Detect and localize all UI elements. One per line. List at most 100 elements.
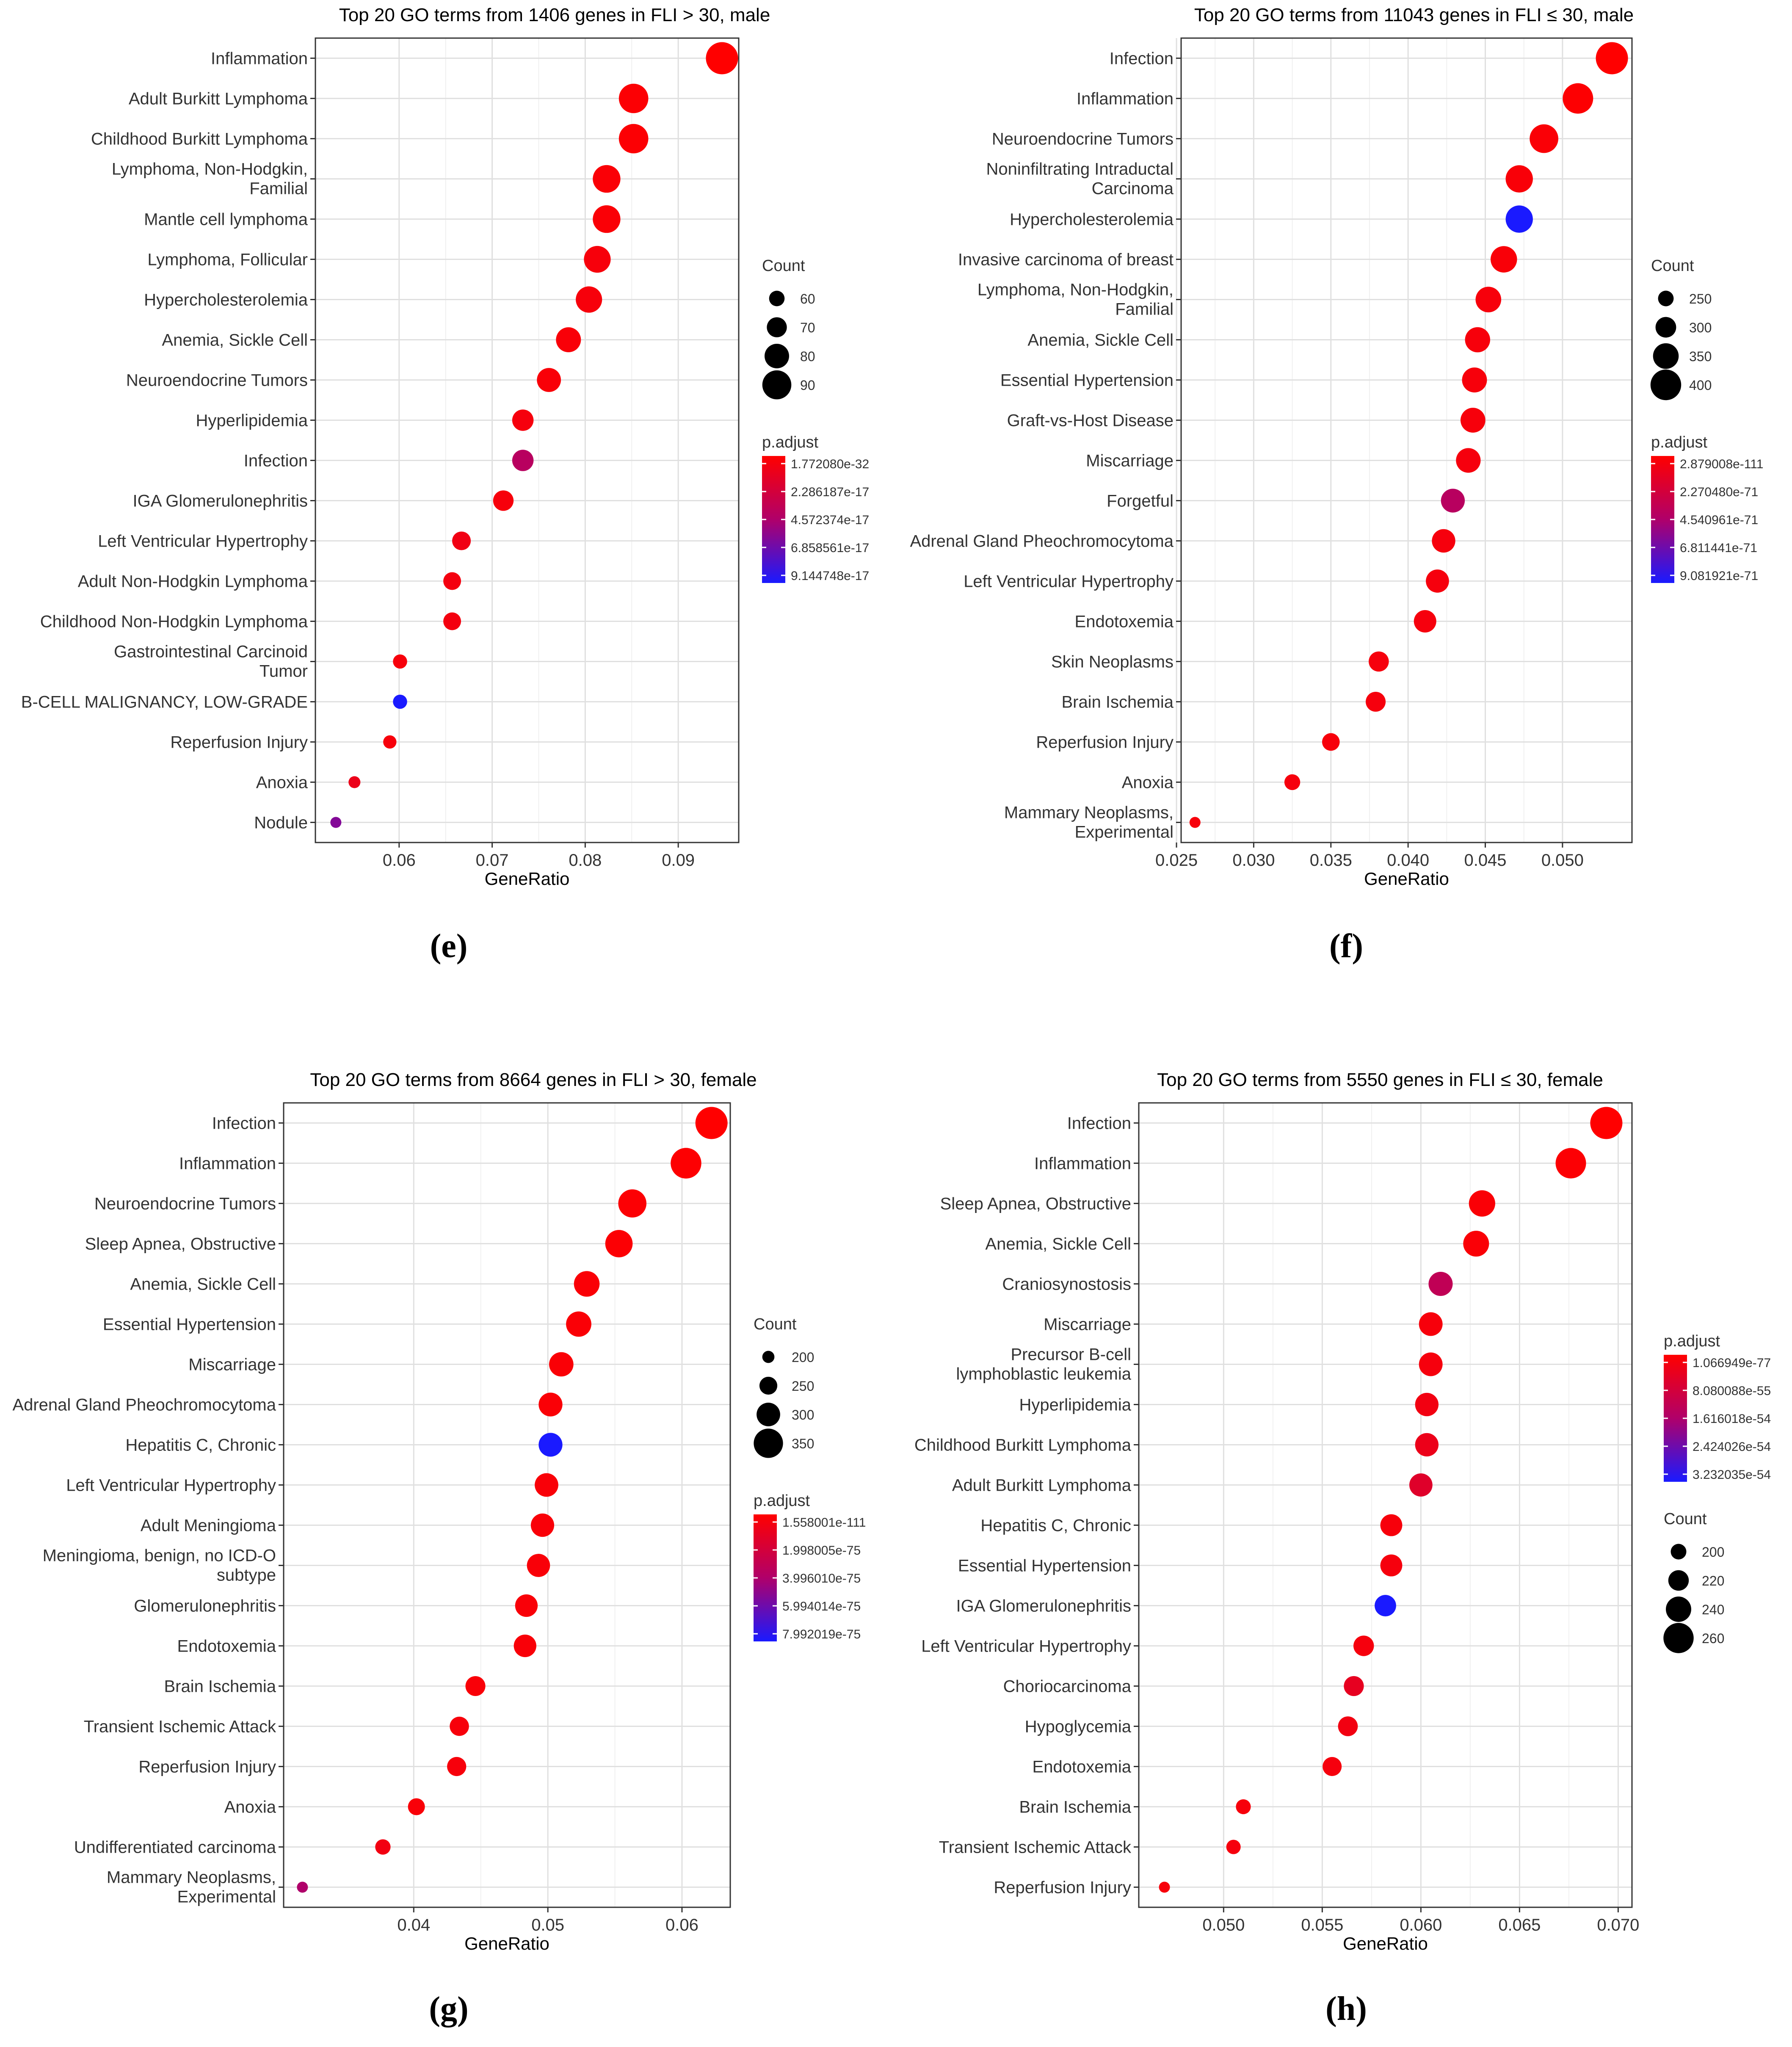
x-axis-label: GeneRatio: [485, 869, 570, 889]
term-label: Lymphoma, Non-Hodgkin, Familial: [977, 281, 1173, 319]
data-point: [1475, 287, 1502, 312]
data-point: [1491, 246, 1517, 273]
color-legend-title: p.adjust: [762, 434, 819, 451]
x-tick-label: 0.06: [383, 851, 416, 870]
data-point: [1432, 529, 1455, 553]
term-label-line: Skin Neoplasms: [1051, 653, 1173, 671]
data-point: [493, 490, 514, 511]
data-point: [1505, 205, 1533, 233]
term-label-line: Sleep Apnea, Obstructive: [940, 1195, 1131, 1213]
data-point: [1415, 1433, 1439, 1457]
term-label: Childhood Non-Hodgkin Lymphoma: [40, 613, 308, 631]
term-label-line: Reperfusion Injury: [138, 1758, 276, 1776]
data-point: [537, 368, 561, 392]
size-legend-key: [1668, 1570, 1689, 1591]
term-label: Miscarriage: [1086, 452, 1173, 470]
data-point: [512, 450, 534, 471]
term-label: Endotoxemia: [1075, 613, 1174, 631]
data-point: [1159, 1881, 1170, 1893]
data-point: [695, 1107, 728, 1139]
data-point: [1380, 1514, 1403, 1536]
term-label-line: B-CELL MALIGNANCY, LOW-GRADE: [21, 693, 308, 712]
data-point: [1426, 569, 1449, 593]
color-legend-label: 2.879008e-111: [1680, 457, 1763, 471]
size-legend-key: [1663, 1623, 1694, 1653]
x-tick-label: 0.035: [1310, 851, 1352, 870]
term-label: Mammary Neoplasms, Experimental: [107, 1868, 276, 1906]
term-label-line: Hepatitis C, Chronic: [980, 1517, 1131, 1535]
term-label: Meningioma, benign, no ICD-O subtype: [43, 1547, 276, 1585]
term-label: Brain Ischemia: [1019, 1798, 1131, 1817]
term-label-line: Forgetful: [1107, 492, 1173, 511]
term-label: Infection: [1067, 1114, 1131, 1133]
data-point: [593, 205, 621, 233]
color-legend-title: p.adjust: [1664, 1332, 1720, 1350]
term-label: Anoxia: [1122, 773, 1174, 792]
size-legend-label: 60: [800, 291, 815, 307]
term-label-line: IGA Glomerulonephritis: [956, 1597, 1131, 1616]
color-legend-label: 5.994014e-75: [782, 1599, 861, 1613]
term-label-line: Infection: [244, 452, 308, 470]
term-label: Adult Non-Hodgkin Lymphoma: [78, 572, 308, 591]
term-label-line: Endotoxemia: [177, 1637, 276, 1656]
color-legend-title: p.adjust: [1651, 434, 1708, 451]
term-label: Adult Burkitt Lymphoma: [952, 1476, 1132, 1495]
term-label: Nodule: [254, 814, 308, 832]
term-label-line: Anemia, Sickle Cell: [162, 331, 308, 350]
data-point: [1465, 327, 1490, 353]
size-legend-label: 400: [1689, 378, 1712, 393]
term-label: Anemia, Sickle Cell: [985, 1235, 1131, 1254]
size-legend-key: [762, 1351, 775, 1363]
term-label: Anemia, Sickle Cell: [1027, 331, 1173, 350]
data-point: [535, 1473, 558, 1497]
color-legend-label: 6.811441e-71: [1680, 541, 1757, 555]
data-point: [1460, 408, 1486, 433]
panel-f: Top 20 GO terms from 11043 genes in FLI …: [910, 5, 1763, 889]
term-label-line: Adult Burkitt Lymphoma: [129, 90, 308, 108]
term-label: Reperfusion Injury: [138, 1758, 276, 1776]
data-point: [593, 165, 621, 193]
x-tick-label: 0.045: [1464, 851, 1506, 870]
data-point: [671, 1148, 701, 1179]
term-label: Glomerulonephritis: [134, 1597, 276, 1616]
plot-area: [315, 38, 739, 843]
size-legend-key: [1653, 343, 1679, 369]
data-point: [566, 1311, 591, 1337]
term-label-line: Infection: [212, 1114, 276, 1133]
plot-border: [283, 1102, 731, 1908]
data-point: [527, 1554, 550, 1577]
data-point: [330, 817, 342, 828]
term-label: Reperfusion Injury: [170, 733, 308, 752]
data-point: [1380, 1554, 1403, 1577]
term-label: Inflammation: [211, 50, 308, 68]
term-label-line: Familial: [1115, 300, 1173, 319]
color-legend-label: 1.558001e-111: [782, 1516, 866, 1530]
term-label-line: subtype: [217, 1566, 276, 1585]
color-legend-label: 2.424026e-54: [1693, 1440, 1771, 1454]
data-point: [512, 409, 534, 431]
term-label-line: Neuroendocrine Tumors: [126, 371, 308, 390]
term-label-line: Anemia, Sickle Cell: [985, 1235, 1131, 1254]
term-label: Neuroendocrine Tumors: [94, 1195, 276, 1213]
term-label-line: Brain Ischemia: [1019, 1798, 1131, 1817]
data-point: [1344, 1676, 1364, 1696]
term-label-line: Endotoxemia: [1075, 613, 1174, 631]
data-point: [443, 572, 461, 590]
data-point: [1590, 1107, 1623, 1139]
color-legend-label: 9.144748e-17: [791, 569, 869, 583]
term-label: Infection: [244, 452, 308, 470]
x-tick-label: 0.055: [1301, 1916, 1343, 1934]
term-label: Anemia, Sickle Cell: [130, 1275, 276, 1294]
x-tick-label: 0.060: [1400, 1916, 1442, 1934]
data-point: [1323, 1757, 1342, 1776]
data-point: [574, 1271, 600, 1297]
term-label: Hyperlipidemia: [196, 412, 308, 430]
term-label-line: Miscarriage: [1086, 452, 1173, 470]
panel-e: Top 20 GO terms from 1406 genes in FLI >…: [21, 5, 869, 889]
data-point: [1189, 817, 1201, 828]
data-point: [1366, 691, 1386, 712]
term-label: Infection: [1110, 50, 1173, 68]
data-point: [393, 654, 407, 669]
term-label-line: Miscarriage: [1044, 1315, 1131, 1334]
term-label-line: Left Ventricular Hypertrophy: [98, 532, 308, 551]
